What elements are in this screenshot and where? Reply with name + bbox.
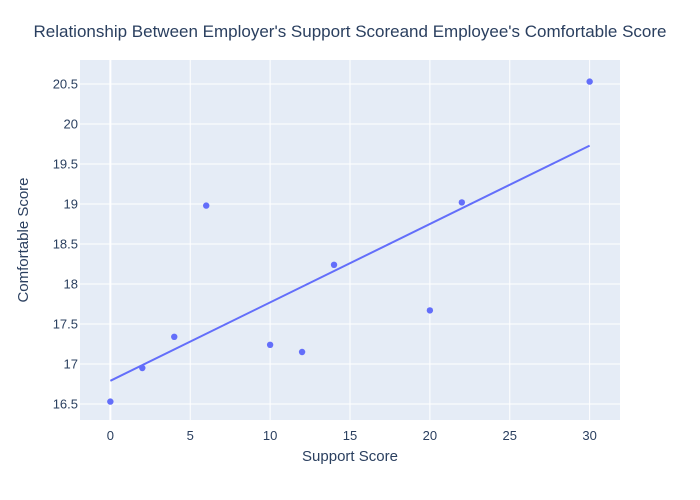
x-tick-label: 25 bbox=[503, 428, 517, 443]
scatter-point bbox=[426, 307, 434, 314]
points-group bbox=[107, 78, 593, 405]
scatter-point bbox=[266, 341, 274, 348]
scatter-point bbox=[586, 78, 593, 85]
x-tick-label: 0 bbox=[107, 428, 114, 443]
trendline-group bbox=[109, 144, 591, 382]
y-tick-label: 19.5 bbox=[53, 157, 78, 172]
y-tick-label: 20 bbox=[64, 117, 78, 132]
y-tick-label: 18 bbox=[64, 277, 78, 292]
y-tick-label: 17.5 bbox=[53, 317, 78, 332]
y-tick-label: 19 bbox=[64, 197, 78, 212]
scatter-point bbox=[171, 333, 178, 340]
y-tick-labels: 16.5 17 17.5 18 18.5 19 19.5 20 20.5 bbox=[53, 77, 78, 412]
y-gridlines bbox=[80, 83, 620, 405]
x-tick-label: 10 bbox=[263, 428, 277, 443]
y-tick-label: 18.5 bbox=[53, 237, 78, 252]
trendline bbox=[109, 144, 591, 382]
x-tick-label: 15 bbox=[343, 428, 357, 443]
x-tick-label: 5 bbox=[187, 428, 194, 443]
scatter-point bbox=[458, 199, 466, 206]
scatter-point bbox=[330, 261, 338, 268]
x-tick-labels: 0 5 10 15 20 25 30 bbox=[107, 428, 597, 443]
x-tick-label: 20 bbox=[423, 428, 437, 443]
x-axis-title: Support Score bbox=[302, 448, 398, 465]
y-tick-label: 16.5 bbox=[53, 397, 78, 412]
scatter-point bbox=[139, 364, 146, 372]
y-tick-label: 17 bbox=[64, 357, 78, 372]
chart-title: Relationship Between Employer's Support … bbox=[34, 22, 667, 41]
y-axis-title: Comfortable Score bbox=[15, 177, 32, 302]
x-tick-label: 30 bbox=[582, 428, 596, 443]
scatter-point bbox=[107, 398, 114, 405]
x-gridlines bbox=[109, 60, 591, 420]
y-tick-label: 20.5 bbox=[53, 77, 78, 92]
scatter-point bbox=[203, 202, 210, 209]
scatter-point bbox=[298, 348, 306, 356]
